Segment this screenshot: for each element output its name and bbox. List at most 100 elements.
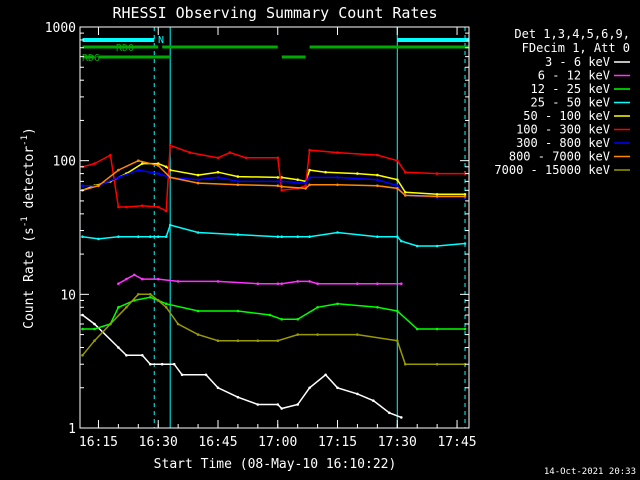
series-point-3-11 [280,235,284,238]
plot-frame [79,26,470,429]
legend: Det 1,3,4,5,6,9, FDecim 1, Att 0 3 - 6 k… [494,27,630,177]
series-point-0-20 [372,399,375,403]
series-point-1-7 [256,282,260,286]
legend-label-8: 7000 - 15000 keV [494,163,610,177]
series-point-3-0 [81,235,84,238]
series-point-8-0 [81,354,84,357]
series-point-3-18 [415,244,419,248]
series-point-5-7 [164,209,168,213]
series-point-0-8 [180,373,184,377]
series-point-3-4 [149,235,152,238]
series-point-5-11 [228,151,232,154]
series-point-1-11 [308,280,311,283]
y-tick-label-1: 10 [60,288,76,303]
chart-title: RHESSI Observing Summary Count Rates [112,4,437,22]
series-point-8-19 [435,362,439,366]
series-point-7-13 [376,184,379,187]
series-line-7 [82,159,465,198]
series-point-5-19 [376,153,379,157]
series-point-7-15 [404,194,407,197]
series-point-7-12 [336,183,339,187]
series-point-3-6 [164,235,168,238]
series-point-0-19 [356,392,359,396]
series-point-8-14 [296,333,300,336]
series-point-8-6 [156,299,160,302]
series-point-3-15 [376,235,379,238]
series-point-5-2 [109,153,112,157]
series-point-8-17 [396,339,399,343]
series-point-0-16 [308,386,311,390]
series-point-3-7 [168,223,172,227]
series-point-0-11 [236,395,240,399]
series-point-2-12 [296,318,300,321]
series-point-4-15 [308,168,311,172]
series-point-7-7 [236,183,240,187]
series-point-1-8 [276,282,280,286]
series-point-3-12 [296,235,300,238]
series-point-4-16 [324,170,327,174]
series-point-8-11 [236,339,240,343]
series-point-0-6 [160,362,164,366]
series-point-1-1 [125,277,128,281]
series-point-2-8 [196,309,200,313]
series-point-5-12 [244,156,248,160]
series-point-8-13 [276,339,280,343]
series-point-2-18 [435,327,439,331]
series-point-4-11 [276,176,280,179]
series-point-3-2 [117,235,120,238]
series-point-3-17 [400,239,403,243]
series-point-8-1 [93,339,96,343]
series-point-7-17 [463,195,467,198]
series-point-2-3 [117,306,120,309]
series-point-6-7 [216,176,220,179]
series-point-0-15 [296,403,300,406]
series-point-4-10 [236,175,240,178]
series-point-5-4 [125,205,128,209]
series-point-3-5 [156,235,160,238]
series-point-3-19 [435,244,439,248]
series-point-8-9 [196,333,200,336]
series-point-2-10 [268,313,272,317]
series-point-8-15 [316,333,319,336]
legend-label-2: 12 - 25 keV [531,82,610,96]
series-point-2-9 [236,309,240,313]
series-point-7-10 [304,187,307,190]
series-point-2-0 [81,327,84,331]
series-point-3-14 [336,231,339,234]
series-point-1-6 [216,280,220,283]
series-point-3-8 [196,231,200,234]
series-point-4-4 [141,162,144,165]
series-point-7-5 [168,176,172,179]
series-point-6-13 [336,176,339,179]
series-point-5-21 [404,170,407,174]
series-point-0-7 [172,362,176,366]
x-tick-label-2: 16:45 [198,435,237,450]
series-point-3-13 [308,235,311,238]
series-point-5-18 [336,151,339,154]
series-point-1-13 [356,282,359,286]
series-point-3-20 [463,242,467,245]
series-point-7-3 [137,159,140,162]
series-point-5-13 [276,156,280,160]
series-point-0-9 [204,373,208,377]
series-point-4-21 [435,193,439,196]
series-point-0-12 [256,403,260,406]
x-tick-label-1: 16:30 [139,435,178,450]
series-point-6-14 [376,178,379,181]
x-tick-label-6: 17:45 [437,435,476,450]
series-point-4-8 [196,173,200,177]
n-marker-label: N [158,35,164,46]
series-lines [81,144,467,419]
series-line-1 [118,273,402,285]
series-point-0-17 [324,373,327,377]
series-point-0-1 [93,322,96,326]
x-axis-label: Start Time (08-May-10 16:10:22) [154,457,397,472]
legend-label-5: 100 - 300 keV [516,123,610,137]
series-point-3-1 [97,237,100,241]
series-point-8-18 [404,362,407,366]
x-tick-label-0: 16:15 [79,435,118,450]
series-point-2-1 [93,327,96,331]
series-point-8-3 [125,306,128,309]
